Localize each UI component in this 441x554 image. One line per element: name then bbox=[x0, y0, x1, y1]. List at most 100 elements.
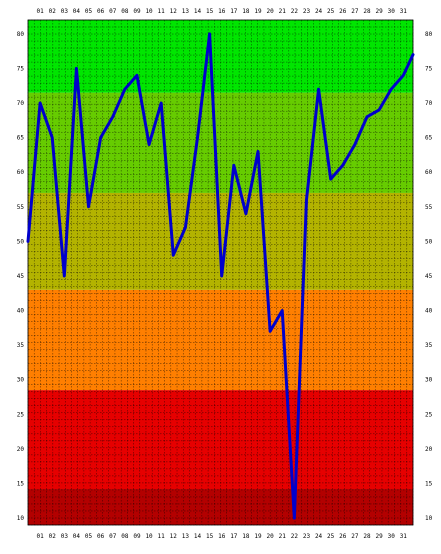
y-tick-label: 70 bbox=[17, 100, 25, 107]
x-tick-label: 16 bbox=[218, 533, 226, 540]
x-tick-label: 23 bbox=[303, 533, 311, 540]
x-tick-label: 05 bbox=[85, 533, 93, 540]
y-tick-label: 25 bbox=[425, 411, 433, 418]
x-tick-label: 16 bbox=[218, 8, 226, 15]
x-tick-label: 10 bbox=[145, 8, 153, 15]
x-tick-label: 21 bbox=[279, 8, 287, 15]
x-tick-label: 24 bbox=[315, 8, 323, 15]
series-layer bbox=[26, 32, 415, 520]
x-tick-label: 18 bbox=[242, 533, 250, 540]
x-tick-label: 13 bbox=[182, 533, 190, 540]
x-tick-label: 22 bbox=[291, 8, 299, 15]
x-tick-label: 03 bbox=[61, 8, 69, 15]
y-tick-label: 50 bbox=[17, 238, 25, 245]
x-tick-label: 10 bbox=[145, 533, 153, 540]
x-tick-label: 15 bbox=[206, 8, 214, 15]
x-tick-label: 01 bbox=[36, 8, 44, 15]
x-tick-label: 13 bbox=[182, 8, 190, 15]
x-tick-label: 26 bbox=[339, 8, 347, 15]
y-tick-label: 60 bbox=[425, 169, 433, 176]
y-tick-label: 60 bbox=[17, 169, 25, 176]
x-tick-label: 23 bbox=[303, 8, 311, 15]
plot-border bbox=[27, 19, 414, 526]
x-tick-label: 30 bbox=[388, 8, 396, 15]
x-tick-label: 05 bbox=[85, 8, 93, 15]
x-tick-label: 09 bbox=[133, 8, 141, 15]
y-tick-label: 20 bbox=[425, 446, 433, 453]
x-tick-label: 27 bbox=[351, 8, 359, 15]
x-tick-labels-top: 01 02 03 04 05 06 07 08 09 10 11 12 13 14 15 16 17 18 19 20… bbox=[36, 8, 407, 15]
x-tick-label: 22 bbox=[291, 533, 299, 540]
x-tick-label: 02 bbox=[49, 8, 57, 15]
y-tick-labels-right: 10 15 20 25 30 35 40 45 50 55 60 65 70 75 80 bbox=[425, 31, 433, 522]
x-tick-label: 01 bbox=[36, 533, 44, 540]
x-tick-label: 17 bbox=[230, 533, 238, 540]
y-tick-label: 30 bbox=[17, 377, 25, 384]
x-tick-label: 26 bbox=[339, 533, 347, 540]
x-tick-label: 31 bbox=[400, 533, 408, 540]
y-tick-label: 15 bbox=[17, 480, 25, 487]
y-tick-label: 10 bbox=[17, 515, 25, 522]
x-tick-label: 04 bbox=[73, 8, 81, 15]
x-tick-label: 27 bbox=[351, 533, 359, 540]
x-tick-label: 24 bbox=[315, 533, 323, 540]
y-tick-label: 35 bbox=[425, 342, 433, 349]
y-tick-label: 70 bbox=[425, 100, 433, 107]
x-tick-label: 07 bbox=[109, 8, 117, 15]
y-tick-label: 55 bbox=[425, 204, 433, 211]
x-tick-label: 09 bbox=[133, 533, 141, 540]
y-tick-label: 40 bbox=[425, 308, 433, 315]
x-tick-label: 30 bbox=[388, 533, 396, 540]
x-tick-label: 21 bbox=[279, 533, 287, 540]
grid-lines bbox=[27, 19, 414, 526]
y-tick-label: 55 bbox=[17, 204, 25, 211]
x-tick-label: 14 bbox=[194, 8, 202, 15]
y-tick-label: 75 bbox=[17, 65, 25, 72]
x-tick-label: 31 bbox=[400, 8, 408, 15]
y-tick-label: 40 bbox=[17, 308, 25, 315]
x-tick-label: 03 bbox=[61, 533, 69, 540]
y-tick-label: 20 bbox=[17, 446, 25, 453]
y-tick-label: 75 bbox=[425, 65, 433, 72]
y-tick-label: 15 bbox=[425, 480, 433, 487]
x-tick-label: 08 bbox=[121, 533, 129, 540]
x-tick-label: 08 bbox=[121, 8, 129, 15]
x-tick-label: 19 bbox=[254, 533, 262, 540]
y-tick-label: 45 bbox=[17, 273, 25, 280]
x-tick-label: 14 bbox=[194, 533, 202, 540]
y-tick-label: 80 bbox=[17, 31, 25, 38]
x-tick-label: 18 bbox=[242, 8, 250, 15]
y-tick-label: 30 bbox=[425, 377, 433, 384]
x-tick-label: 02 bbox=[49, 533, 57, 540]
x-tick-label: 29 bbox=[375, 533, 383, 540]
x-tick-labels-bottom: 01 02 03 04 05 06 07 08 09 10 11 12 13 14 15 16 17 18 19 20… bbox=[36, 533, 407, 540]
x-tick-label: 20 bbox=[267, 8, 275, 15]
x-tick-label: 19 bbox=[254, 8, 262, 15]
x-tick-label: 12 bbox=[170, 533, 178, 540]
y-tick-label: 45 bbox=[425, 273, 433, 280]
color-band-3 bbox=[28, 289, 413, 391]
y-tick-label: 10 bbox=[425, 515, 433, 522]
x-tick-label: 11 bbox=[158, 8, 166, 15]
y-tick-labels-left: 10 15 20 25 30 35 40 45 50 55 60 65 70 75 80 bbox=[17, 31, 25, 522]
y-tick-label: 80 bbox=[425, 31, 433, 38]
x-tick-label: 25 bbox=[327, 533, 335, 540]
x-tick-label: 11 bbox=[158, 533, 166, 540]
y-tick-label: 65 bbox=[425, 135, 433, 142]
x-tick-label: 07 bbox=[109, 533, 117, 540]
x-tick-label: 04 bbox=[73, 533, 81, 540]
x-tick-label: 20 bbox=[267, 533, 275, 540]
y-tick-label: 25 bbox=[17, 411, 25, 418]
color-band-2 bbox=[28, 390, 413, 490]
x-tick-label: 17 bbox=[230, 8, 238, 15]
x-tick-label: 25 bbox=[327, 8, 335, 15]
y-tick-label: 65 bbox=[17, 135, 25, 142]
x-tick-label: 06 bbox=[97, 533, 105, 540]
x-tick-label: 12 bbox=[170, 8, 178, 15]
x-tick-label: 06 bbox=[97, 8, 105, 15]
x-tick-label: 15 bbox=[206, 533, 214, 540]
plot-frame bbox=[27, 19, 414, 526]
series-line-1 bbox=[26, 32, 415, 520]
